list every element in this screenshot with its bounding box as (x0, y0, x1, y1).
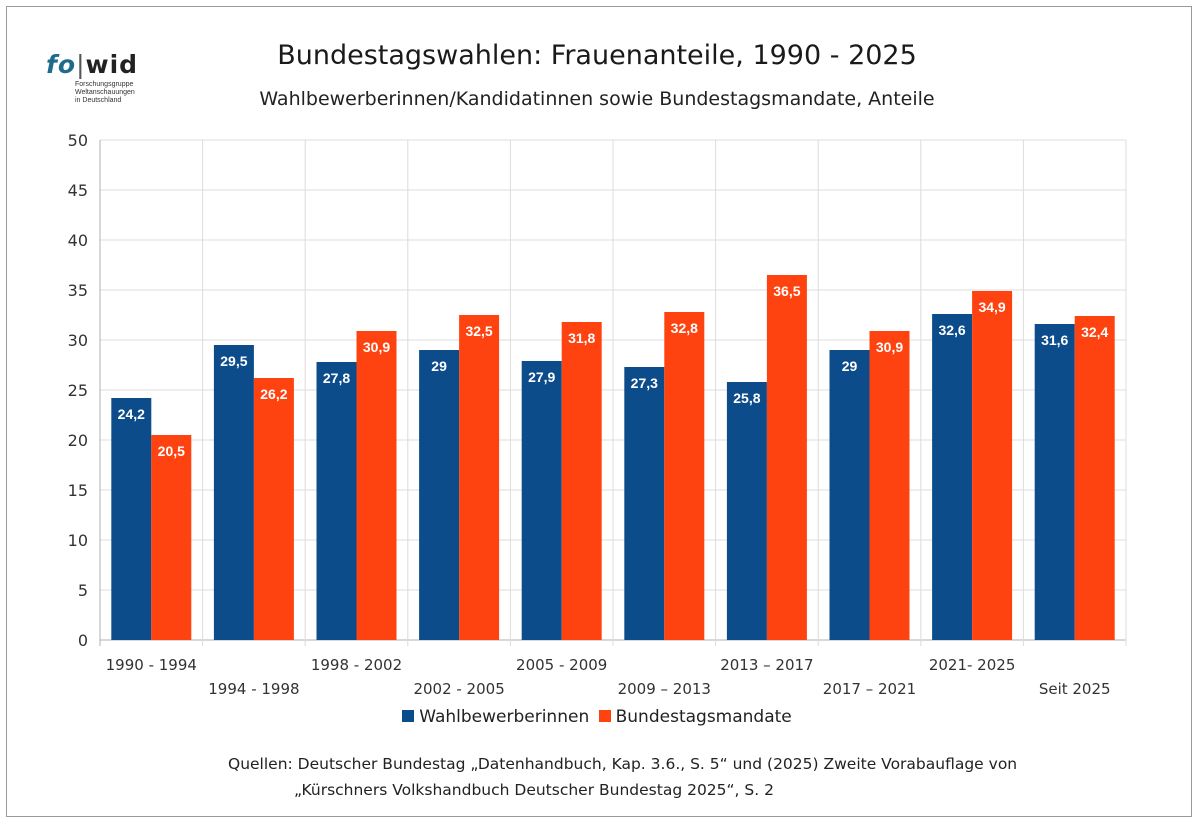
bar-series2 (459, 315, 500, 640)
fowid-logo: fo|wid Forschungsgruppe Weltanschauungen… (40, 50, 150, 110)
x-tick-label: 2005 - 2009 (516, 656, 607, 674)
bar-series2 (972, 291, 1013, 640)
y-tick-label: 45 (68, 181, 88, 200)
data-label: 32,5 (465, 323, 492, 339)
data-label: 29 (842, 358, 858, 374)
y-tick-label: 20 (68, 431, 88, 450)
bar-series1 (624, 367, 665, 640)
legend-swatch-series1 (402, 710, 415, 722)
source-line-2: „Kürschners Volkshandbuch Deutscher Bund… (294, 781, 774, 799)
data-label: 27,3 (631, 375, 658, 391)
y-tick-label: 10 (68, 531, 88, 550)
chart-subtitle: Wahlbewerberinnen/Kandidatinnen sowie Bu… (259, 88, 935, 110)
y-tick-label: 35 (68, 281, 88, 300)
data-label: 30,9 (876, 339, 903, 355)
logo-mark-separator: | (76, 50, 86, 79)
logo-mark-wid: wid (85, 50, 139, 79)
source-note: Quellen: Deutscher Bundestag „Datenhandb… (228, 751, 1017, 803)
bar-series1 (726, 382, 767, 640)
bar-series1 (829, 350, 870, 640)
logo-subtitle: Forschungsgruppe Weltanschauungen in Deu… (75, 81, 135, 104)
data-label: 24,2 (118, 406, 145, 422)
data-label: 32,8 (671, 320, 698, 336)
x-tick-label: 1994 - 1998 (208, 680, 299, 698)
data-label: 27,9 (528, 369, 555, 385)
x-tick-label: 2013 – 2017 (720, 656, 813, 674)
bar-series2 (356, 331, 397, 640)
x-tick-label: 2009 – 2013 (618, 680, 711, 698)
x-tick-label: 2002 - 2005 (413, 680, 504, 698)
bar-series2 (253, 378, 294, 640)
data-label: 27,8 (323, 370, 350, 386)
legend-item-series2: Bundestagsmandate (598, 707, 792, 727)
data-label: 29,5 (220, 353, 247, 369)
bar-series1 (1034, 324, 1075, 640)
y-tick-label: 50 (68, 131, 88, 150)
bar-series1 (213, 345, 254, 640)
y-tick-label: 40 (68, 231, 88, 250)
y-tick-label: 15 (68, 481, 88, 500)
legend-label-series1: Wahlbewerberinnen (419, 707, 590, 727)
logo-mark-fo: fo (46, 50, 77, 79)
data-label: 26,2 (260, 386, 287, 402)
bar-series2 (766, 275, 807, 640)
x-tick-label: Seit 2025 (1039, 680, 1111, 698)
bar-series1 (111, 398, 152, 640)
source-line-1: Quellen: Deutscher Bundestag „Datenhandb… (228, 755, 1018, 773)
data-label: 30,9 (363, 339, 390, 355)
bar-series1 (419, 350, 460, 640)
bar-series2 (1074, 316, 1115, 640)
data-label: 32,4 (1081, 324, 1108, 340)
x-tick-label: 1990 - 1994 (106, 656, 197, 674)
x-tick-label: 2021- 2025 (929, 656, 1016, 674)
legend-swatch-series2 (598, 710, 611, 722)
bar-series2 (561, 322, 602, 640)
y-tick-label: 30 (68, 331, 88, 350)
legend: Wahlbewerberinnen Bundestagsmandate (0, 707, 1194, 727)
data-label: 31,6 (1041, 332, 1068, 348)
data-label: 32,6 (938, 322, 965, 338)
data-label: 34,9 (978, 299, 1005, 315)
bar-series1 (521, 361, 562, 640)
chart-title: Bundestagswahlen: Frauenanteile, 1990 - … (277, 40, 917, 71)
data-label: 29 (431, 358, 447, 374)
legend-item-series1: Wahlbewerberinnen (402, 707, 589, 727)
logo-mark: fo|wid (46, 50, 138, 80)
y-tick-label: 25 (68, 381, 88, 400)
bar-series2 (151, 435, 192, 640)
bar-series1 (932, 314, 973, 640)
data-label: 25,8 (733, 390, 760, 406)
data-label: 31,8 (568, 330, 595, 346)
bar-series2 (664, 312, 705, 640)
data-label: 20,5 (158, 443, 185, 459)
x-tick-label: 2017 – 2021 (823, 680, 916, 698)
bar-series2 (869, 331, 910, 640)
y-tick-label: 5 (78, 581, 88, 600)
data-label: 36,5 (773, 283, 800, 299)
x-tick-label: 1998 - 2002 (311, 656, 402, 674)
bar-series1 (316, 362, 357, 640)
y-tick-label: 0 (78, 631, 88, 650)
legend-label-series2: Bundestagsmandate (615, 707, 792, 727)
